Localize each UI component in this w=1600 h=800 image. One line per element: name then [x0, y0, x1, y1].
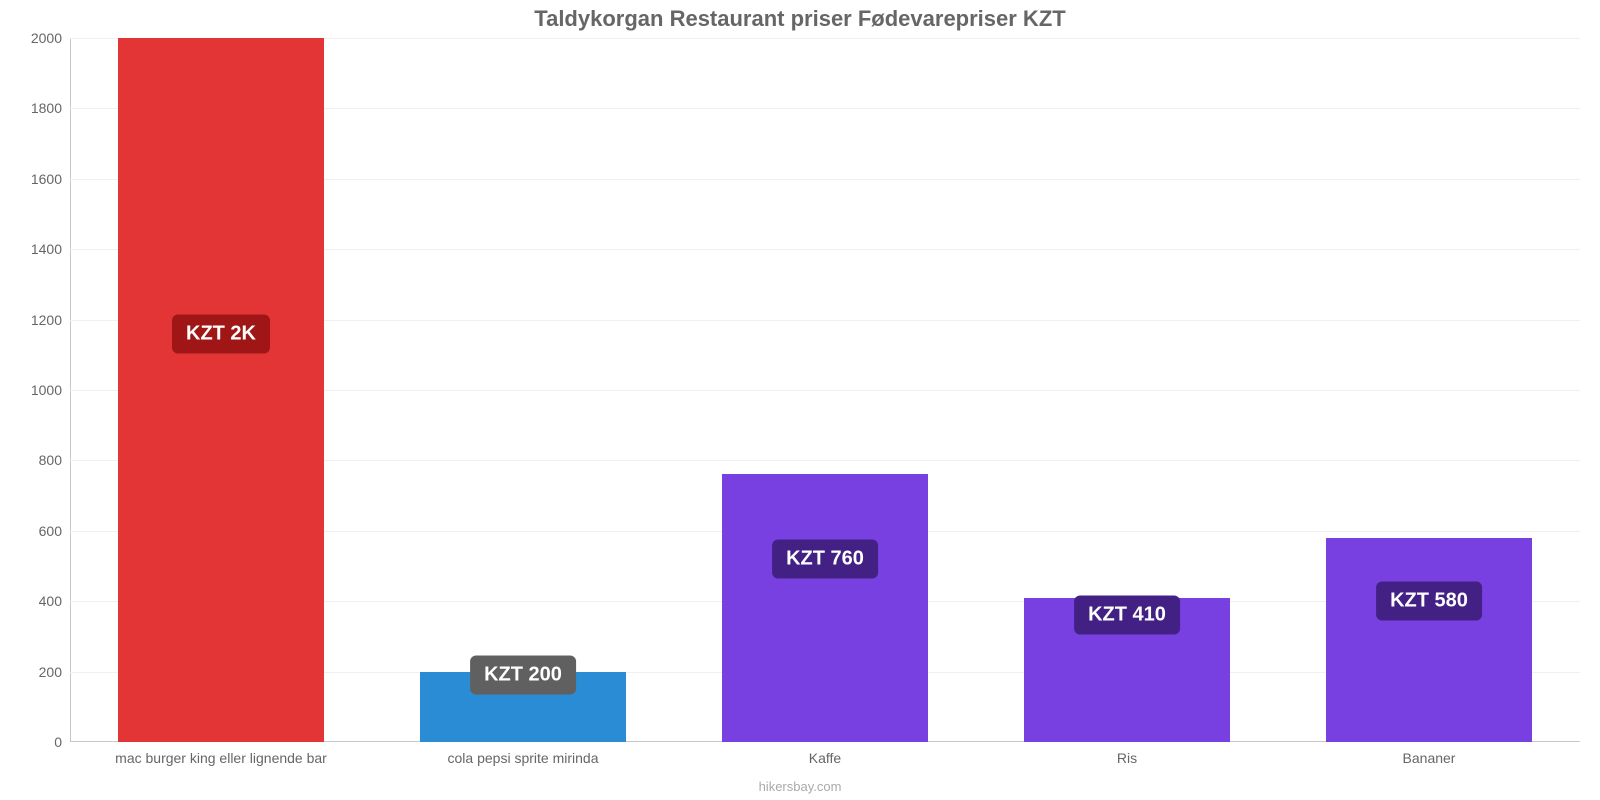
chart-footer: hikersbay.com: [0, 779, 1600, 794]
bar-value-label: KZT 200: [470, 656, 576, 695]
chart-container: 0200400600800100012001400160018002000mac…: [70, 38, 1580, 742]
bar: [722, 474, 927, 742]
y-tick-label: 400: [39, 593, 70, 609]
y-tick-label: 0: [54, 734, 70, 750]
bar-value-label: KZT 760: [772, 539, 878, 578]
x-tick-label: Ris: [1117, 742, 1137, 766]
y-tick-label: 1600: [31, 171, 70, 187]
chart-title: Taldykorgan Restaurant priser Fødevarepr…: [0, 0, 1600, 36]
y-tick-label: 600: [39, 523, 70, 539]
y-tick-label: 1400: [31, 241, 70, 257]
y-tick-label: 1000: [31, 382, 70, 398]
y-tick-label: 1800: [31, 100, 70, 116]
y-tick-label: 1200: [31, 312, 70, 328]
bar: [1326, 538, 1531, 742]
x-tick-label: mac burger king eller lignende bar: [115, 742, 327, 766]
plot-area: 0200400600800100012001400160018002000mac…: [70, 38, 1580, 742]
x-tick-label: Bananer: [1403, 742, 1456, 766]
bar: [118, 38, 323, 742]
x-tick-label: cola pepsi sprite mirinda: [448, 742, 599, 766]
y-tick-label: 200: [39, 664, 70, 680]
bar-value-label: KZT 410: [1074, 596, 1180, 635]
bar-value-label: KZT 580: [1376, 582, 1482, 621]
y-tick-label: 800: [39, 452, 70, 468]
x-tick-label: Kaffe: [809, 742, 841, 766]
bar-value-label: KZT 2K: [172, 314, 270, 353]
y-tick-label: 2000: [31, 30, 70, 46]
